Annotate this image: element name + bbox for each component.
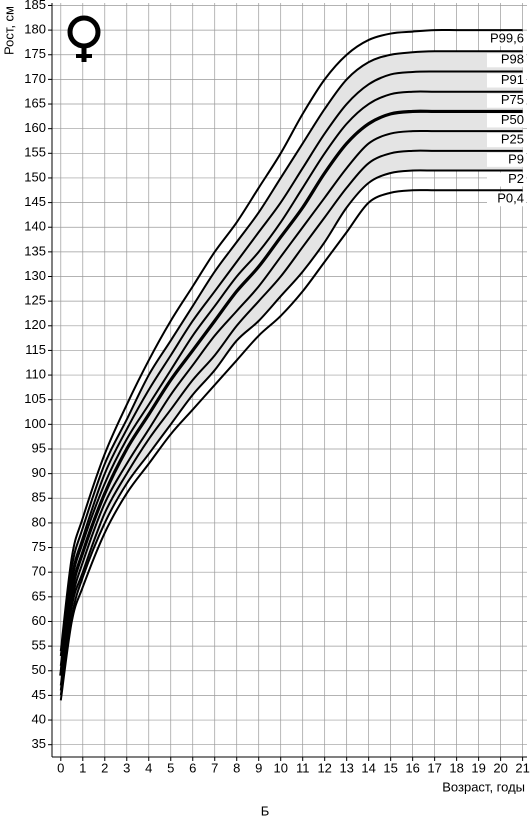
y-tick-label: 110 bbox=[25, 367, 46, 382]
y-tick-label: 125 bbox=[24, 293, 46, 308]
series-label: P91 bbox=[501, 72, 524, 87]
label-bg bbox=[487, 152, 526, 167]
percentile-line bbox=[59, 109, 523, 676]
y-tick-label: 40 bbox=[32, 711, 46, 726]
x-tick-label: 0 bbox=[57, 760, 64, 775]
y-tick-label: 65 bbox=[32, 588, 46, 603]
female-symbol bbox=[67, 15, 101, 62]
label-bg bbox=[487, 32, 526, 47]
x-tick-label: 11 bbox=[296, 760, 310, 775]
x-tick-label: 8 bbox=[233, 760, 240, 775]
y-tick-label: 165 bbox=[24, 95, 46, 110]
y-tick-label: 95 bbox=[32, 440, 46, 455]
series-label: P99,6 bbox=[490, 31, 524, 46]
x-tick-label: 4 bbox=[145, 760, 152, 775]
y-tick-label: 145 bbox=[24, 194, 46, 209]
y-tick-label: 35 bbox=[32, 736, 46, 751]
series-label: P2 bbox=[508, 171, 524, 186]
series-label: P50 bbox=[501, 112, 524, 127]
label-bg bbox=[487, 113, 526, 128]
series-label: P98 bbox=[501, 52, 524, 67]
x-tick-label: 3 bbox=[123, 760, 130, 775]
series-label: P0,4 bbox=[497, 191, 524, 206]
y-tick-label: 130 bbox=[24, 268, 46, 283]
x-tick-label: 2 bbox=[101, 760, 108, 775]
label-bg bbox=[487, 172, 526, 187]
y-tick-label: 115 bbox=[25, 342, 46, 357]
x-tick-label: 9 bbox=[255, 760, 262, 775]
x-axis-title: Возраст, годы bbox=[442, 779, 525, 794]
y-tick-label: 120 bbox=[24, 317, 46, 332]
x-tick-label: 14 bbox=[361, 760, 375, 775]
x-tick-label: 19 bbox=[471, 760, 485, 775]
y-tick-label: 140 bbox=[24, 219, 46, 234]
y-tick-label: 160 bbox=[24, 120, 46, 135]
y-tick-label: 135 bbox=[24, 243, 46, 258]
percentile-line bbox=[59, 70, 523, 666]
y-tick-label: 180 bbox=[24, 22, 46, 37]
x-tick-label: 20 bbox=[493, 760, 507, 775]
x-tick-label: 10 bbox=[273, 760, 287, 775]
y-tick-label: 100 bbox=[24, 416, 46, 431]
x-tick-label: 1 bbox=[79, 760, 86, 775]
series-label: P9 bbox=[508, 151, 524, 166]
x-tick-label: 16 bbox=[405, 760, 419, 775]
shaded-band bbox=[60, 51, 523, 696]
y-tick-label: 90 bbox=[32, 465, 46, 480]
series-label: P75 bbox=[501, 92, 524, 107]
y-tick-label: 85 bbox=[32, 490, 46, 505]
label-bg bbox=[487, 93, 526, 108]
x-tick-label: 6 bbox=[189, 760, 196, 775]
x-tick-label: 15 bbox=[383, 760, 397, 775]
label-bg bbox=[487, 192, 526, 207]
y-tick-label: 185 bbox=[24, 0, 46, 12]
x-tick-label: 7 bbox=[211, 760, 218, 775]
y-tick-label: 45 bbox=[32, 687, 46, 702]
series-label: P25 bbox=[501, 132, 524, 147]
y-tick-label: 150 bbox=[24, 169, 46, 184]
label-bg bbox=[487, 133, 526, 148]
x-tick-label: 13 bbox=[339, 760, 353, 775]
caption: Б bbox=[261, 803, 270, 818]
percentile-line bbox=[59, 28, 523, 652]
x-tick-label: 12 bbox=[317, 760, 331, 775]
y-axis-title: Рост, см bbox=[1, 6, 16, 55]
y-tick-label: 50 bbox=[32, 662, 46, 677]
y-tick-label: 75 bbox=[32, 539, 46, 554]
y-tick-label: 155 bbox=[24, 145, 46, 160]
x-tick-label: 17 bbox=[427, 760, 441, 775]
percentile-line bbox=[59, 149, 523, 691]
y-tick-label: 80 bbox=[32, 514, 46, 529]
y-tick-label: 105 bbox=[24, 391, 46, 406]
percentile-line bbox=[59, 169, 523, 696]
y-tick-label: 55 bbox=[32, 638, 46, 653]
y-tick-label: 60 bbox=[32, 613, 46, 628]
y-tick-label: 175 bbox=[24, 46, 46, 61]
x-tick-label: 5 bbox=[167, 760, 174, 775]
percentile-line bbox=[59, 129, 523, 686]
y-tick-label: 70 bbox=[32, 564, 46, 579]
label-bg bbox=[487, 53, 526, 68]
percentile-line bbox=[59, 90, 523, 671]
y-tick-label: 170 bbox=[24, 71, 46, 86]
x-tick-label: 21 bbox=[515, 760, 529, 775]
percentile-line bbox=[59, 50, 523, 657]
label-bg bbox=[487, 73, 526, 88]
percentile-line bbox=[59, 189, 523, 701]
x-tick-label: 18 bbox=[449, 760, 463, 775]
